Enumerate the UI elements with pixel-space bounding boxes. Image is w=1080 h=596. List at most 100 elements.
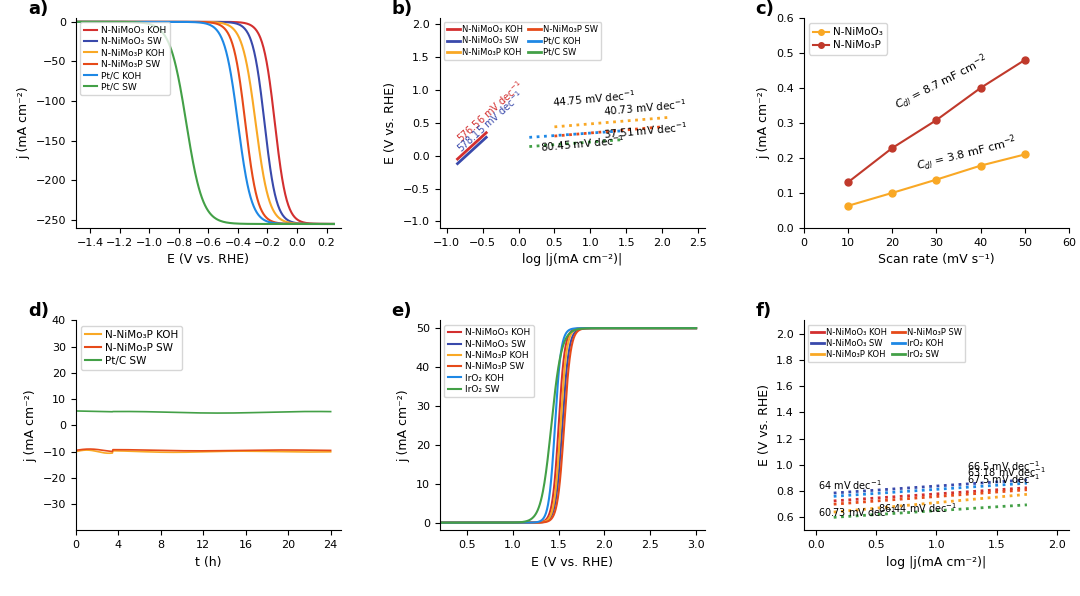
N-NiMoO₃ KOH (644, 325, 657, 332)
N-NiMo₃P (841, 179, 854, 186)
Line: N-NiMoO₃ SW: N-NiMoO₃ SW (76, 22, 334, 224)
Text: 40.73 mV dec$^{-1}$: 40.73 mV dec$^{-1}$ (604, 97, 688, 119)
N-NiMoO₃ SW (572, 326, 585, 333)
Text: b): b) (392, 0, 413, 18)
N-NiMo₃P SW (678, 325, 691, 332)
N-NiMo₃P SW (684, 325, 697, 332)
IrO₂ KOH (556, 338, 569, 345)
Pt/C KOH (222, 62, 235, 69)
Line: N-NiMoO₃ KOH: N-NiMoO₃ KOH (76, 22, 334, 224)
Pt/C KOH (281, 221, 294, 228)
N-NiMo₃P KOH (69, 18, 82, 26)
N-NiMoO₃ KOH (684, 325, 697, 332)
N-NiMoO₃ KOH (690, 325, 703, 332)
Line: N-NiMo₃P SW: N-NiMo₃P SW (76, 22, 334, 224)
N-NiMo₃P KOH (666, 325, 679, 332)
N-NiMo₃P SW (585, 325, 598, 332)
Pt/C KOH (192, 19, 205, 26)
N-NiMoO₃ SW (676, 325, 689, 332)
Pt/C SW (281, 221, 294, 228)
IrO₂ SW (644, 325, 657, 332)
Text: f): f) (756, 302, 772, 320)
Y-axis label: j (mA cm⁻²): j (mA cm⁻²) (397, 389, 410, 462)
Text: 80.45 mV dec$^{-1}$: 80.45 mV dec$^{-1}$ (540, 133, 625, 154)
Line: N-NiMo₃P SW: N-NiMo₃P SW (440, 328, 697, 523)
IrO₂ SW (690, 325, 703, 332)
Line: Pt/C SW: Pt/C SW (76, 22, 334, 224)
N-NiMo₃P SW (208, 20, 221, 27)
N-NiMoO₃ KOH (585, 325, 598, 332)
N-NiMoO₃ KOH (572, 325, 585, 332)
Pt/C KOH (321, 221, 334, 228)
N-NiMoO₃ SW (327, 221, 340, 228)
Text: 37.51 mV dec$^{-1}$: 37.51 mV dec$^{-1}$ (604, 120, 689, 141)
Text: 67.5 mV dec$^{-1}$: 67.5 mV dec$^{-1}$ (967, 472, 1040, 486)
N-NiMo₃P SW (281, 220, 294, 227)
N-NiMo₃P (974, 84, 987, 91)
IrO₂ KOH (585, 325, 598, 332)
Pt/C SW (321, 221, 334, 228)
N-NiMo₃P SW (327, 221, 340, 228)
N-NiMo₃P SW (690, 325, 703, 332)
N-NiMoO₃ KOH (222, 18, 235, 26)
N-NiMoO₃ SW (690, 325, 703, 332)
N-NiMoO₃ KOH (192, 18, 205, 26)
Pt/C SW (69, 18, 82, 26)
N-NiMo₃P KOH (556, 385, 569, 392)
Legend: N-NiMoO₃ KOH, N-NiMoO₃ SW, N-NiMo₃P KOH, N-NiMo₃P SW, Pt/C KOH, Pt/C SW: N-NiMoO₃ KOH, N-NiMoO₃ SW, N-NiMo₃P KOH,… (80, 23, 170, 95)
N-NiMo₃P KOH (690, 325, 703, 332)
N-NiMoO₃ KOH (556, 363, 569, 370)
Pt/C KOH (69, 18, 82, 26)
IrO₂ KOH (684, 325, 697, 332)
IrO₂ SW (555, 348, 568, 355)
N-NiMoO₃ SW (192, 18, 205, 26)
N-NiMo₃P KOH (193, 18, 206, 26)
Text: $C_{dl}$ = 8.7 mF cm$^{-2}$: $C_{dl}$ = 8.7 mF cm$^{-2}$ (892, 51, 991, 114)
Line: N-NiMoO₃ SW: N-NiMoO₃ SW (440, 328, 697, 523)
N-NiMoO₃ SW (644, 325, 657, 332)
N-NiMo₃P SW (222, 32, 235, 39)
Text: 66.5 mV dec$^{-1}$: 66.5 mV dec$^{-1}$ (967, 460, 1040, 473)
N-NiMoO₃ KOH (193, 18, 206, 26)
N-NiMo₃P SW (69, 18, 82, 26)
N-NiMoO₃ SW (585, 325, 598, 332)
N-NiMoO₃ KOH (281, 198, 294, 206)
X-axis label: log |j(mA cm⁻²)|: log |j(mA cm⁻²)| (887, 555, 986, 569)
N-NiMoO₃ SW (684, 325, 697, 332)
N-NiMo₃P SW (644, 325, 657, 332)
Legend: N-NiMoO₃ KOH, N-NiMoO₃ SW, N-NiMo₃P KOH, N-NiMo₃P SW, IrO₂ KOH, IrO₂ SW: N-NiMoO₃ KOH, N-NiMoO₃ SW, N-NiMo₃P KOH,… (808, 325, 966, 362)
Line: N-NiMoO₃: N-NiMoO₃ (845, 151, 1028, 209)
N-NiMo₃P KOH (555, 408, 568, 415)
N-NiMoO₃ (974, 162, 987, 169)
Text: 576.56 mV dec$^{-1}$: 576.56 mV dec$^{-1}$ (454, 78, 526, 145)
Legend: N-NiMo₃P KOH, N-NiMo₃P SW, Pt/C SW: N-NiMo₃P KOH, N-NiMo₃P SW, Pt/C SW (81, 325, 183, 370)
Pt/C SW (193, 188, 206, 195)
N-NiMoO₃ KOH (321, 221, 334, 228)
N-NiMo₃P SW (321, 221, 334, 228)
IrO₂ KOH (572, 325, 585, 332)
N-NiMo₃P KOH (433, 519, 446, 526)
IrO₂ KOH (555, 346, 568, 353)
N-NiMo₃P (930, 117, 943, 124)
N-NiMo₃P SW (433, 519, 446, 526)
Text: a): a) (28, 0, 48, 18)
N-NiMo₃P KOH (585, 325, 598, 332)
IrO₂ KOH (433, 519, 446, 526)
IrO₂ KOH (661, 325, 674, 332)
N-NiMo₃P KOH (572, 325, 585, 333)
N-NiMoO₃ (1018, 151, 1031, 158)
N-NiMo₃P SW (192, 18, 205, 26)
N-NiMoO₃ SW (208, 18, 221, 26)
N-NiMo₃P KOH (644, 325, 657, 332)
X-axis label: E (V vs. RHE): E (V vs. RHE) (167, 253, 249, 266)
N-NiMo₃P KOH (327, 221, 340, 228)
N-NiMoO₃ KOH (69, 18, 82, 26)
X-axis label: t (h): t (h) (195, 555, 221, 569)
N-NiMoO₃ SW (321, 221, 334, 228)
IrO₂ SW (433, 519, 446, 526)
Text: 60.73 mV dec$^{-1}$: 60.73 mV dec$^{-1}$ (818, 505, 896, 519)
Pt/C KOH (327, 221, 340, 228)
N-NiMoO₃ SW (281, 216, 294, 224)
N-NiMoO₃ SW (556, 413, 569, 420)
N-NiMo₃P SW (572, 327, 585, 334)
